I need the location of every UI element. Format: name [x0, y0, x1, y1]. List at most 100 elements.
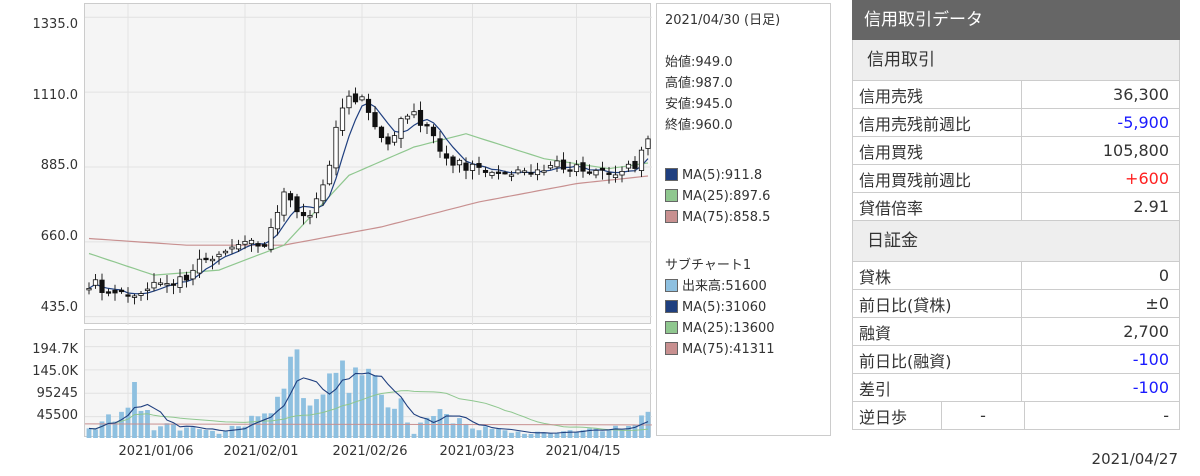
volume-bar: [496, 429, 501, 438]
gyaku-table: 逆日歩 - -: [852, 401, 1180, 430]
volume-bar: [411, 433, 417, 438]
candle-body: [391, 135, 398, 143]
volume-bar: [626, 425, 631, 438]
candle-body: [443, 153, 450, 159]
ma25-line: [88, 133, 649, 276]
volume-bar: [275, 396, 280, 438]
price-chart: [84, 3, 652, 325]
legend-vma5: MA(5):31060: [665, 297, 830, 318]
volume-bar: [385, 407, 391, 438]
volume-chart: [84, 329, 653, 438]
candle-body: [456, 159, 463, 166]
row-value: -100: [1021, 345, 1180, 374]
candle-body: [307, 215, 313, 218]
volume-bar: [587, 428, 592, 438]
candle-body: [619, 171, 625, 176]
volume-bar: [502, 430, 508, 438]
candle-body: [294, 196, 300, 213]
volume-bar: [483, 426, 488, 438]
legend-ma75: MA(75):858.5: [665, 207, 830, 228]
credit-table: 信用売残 36,300 信用売残前週比 -5,900 信用買残 105,800 信用買…: [852, 80, 1180, 221]
y-tick: 95245: [36, 386, 78, 401]
row-value: 2.91: [1021, 192, 1180, 221]
row-value: -: [941, 401, 1025, 430]
volume-bar: [515, 431, 521, 438]
candle-body: [320, 184, 326, 202]
volume-bar: [632, 424, 638, 438]
candle-body: [235, 244, 242, 250]
row-value: 36,300: [1021, 80, 1180, 109]
y-tick: 1335.0: [32, 17, 79, 32]
volume-bar: [216, 433, 222, 438]
volume-bar: [314, 399, 319, 438]
candle-body: [632, 160, 638, 169]
legend-ma5: MA(5):911.8: [665, 165, 830, 186]
volume-bar: [424, 417, 430, 438]
row-value: 105,800: [1021, 136, 1180, 165]
candle-body: [313, 198, 320, 214]
candle-body: [99, 279, 105, 293]
candle-body: [424, 124, 430, 127]
candle-body: [638, 149, 645, 171]
legend-label: MA(25):13600: [682, 321, 775, 336]
candle-body: [229, 246, 235, 250]
volume-bar: [392, 408, 397, 438]
candle-body: [333, 126, 339, 169]
candle-body: [203, 257, 209, 261]
candle-body: [255, 243, 261, 247]
volume-bar: [457, 418, 462, 438]
swatch-icon: [665, 321, 678, 334]
candle-body: [502, 172, 508, 175]
volume-bar: [359, 375, 365, 438]
candle-body: [645, 138, 651, 149]
row-label: 逆日歩: [852, 401, 942, 430]
volume-bar: [210, 430, 215, 438]
volume-bar: [151, 430, 157, 438]
credit-data-panel: 信用取引データ 信用取引 信用売残 36,300 信用売残前週比 -5,900 信用…: [852, 0, 1180, 430]
row-label: 融資: [852, 317, 1022, 346]
volume-bar: [600, 431, 605, 438]
volume-bar: [268, 413, 274, 438]
volume-bar: [203, 429, 209, 438]
volume-bar: [366, 368, 371, 438]
table-row: 信用売残 36,300: [852, 80, 1180, 109]
candle-body: [352, 93, 359, 103]
volume-bar: [255, 416, 261, 438]
volume-bar: [288, 356, 293, 438]
legend-label: MA(5):31060: [682, 300, 767, 315]
candle-body: [105, 291, 112, 294]
candle-body: [92, 279, 99, 286]
volume-bar: [281, 388, 287, 438]
candle-body: [495, 171, 502, 174]
candle-body: [612, 174, 619, 178]
volume-bar: [125, 407, 131, 438]
candle-body: [450, 156, 456, 166]
candle-body: [287, 193, 294, 201]
row-value: -: [1024, 401, 1180, 430]
volume-bar: [548, 433, 553, 438]
candle-body: [508, 174, 515, 177]
candle-body: [138, 293, 144, 296]
candle-body: [417, 109, 424, 126]
candle-body: [216, 253, 222, 258]
row-label: 貸借倍率: [852, 192, 1022, 221]
volume-bar: [619, 429, 625, 438]
candle-body: [515, 169, 521, 174]
legend-label: MA(75):41311: [682, 342, 775, 357]
legend-label: MA(25):897.6: [682, 189, 771, 204]
volume-bar: [567, 430, 573, 438]
volume-bars: [84, 330, 653, 438]
row-value: 0: [1021, 261, 1180, 290]
volume-bar: [249, 415, 254, 438]
row-value: 2,700: [1021, 317, 1180, 346]
legend-ma25: MA(25):897.6: [665, 186, 830, 207]
y-tick: 1110.0: [32, 88, 79, 103]
x-tick: 2021/02/01: [223, 444, 299, 459]
candle-body: [560, 159, 567, 170]
candle-body: [196, 258, 203, 274]
table-row: 信用買残 105,800: [852, 136, 1180, 165]
volume-bar: [528, 433, 534, 438]
volume-bar: [112, 421, 118, 438]
x-tick: 2021/02/26: [332, 444, 408, 459]
volume-bar: [639, 415, 644, 438]
